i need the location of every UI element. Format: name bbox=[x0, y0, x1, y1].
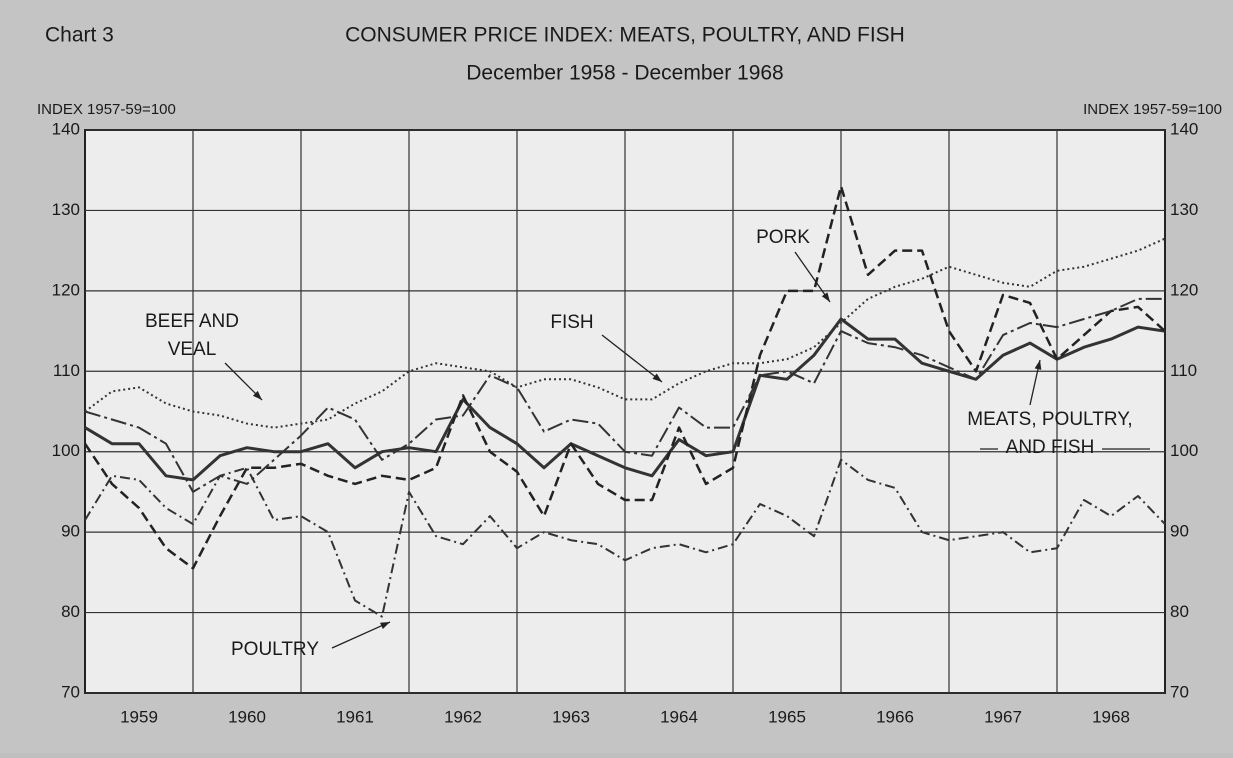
annotation: FISH bbox=[550, 312, 593, 333]
y2-tick-label: 80 bbox=[1170, 602, 1189, 621]
annotation: BEEF AND bbox=[145, 311, 239, 332]
x-tick-label: 1964 bbox=[660, 707, 698, 726]
y-tick-label: 110 bbox=[53, 361, 80, 380]
y-tick-label: 70 bbox=[61, 682, 80, 701]
y-tick-label: 90 bbox=[61, 522, 80, 541]
y2-tick-label: 100 bbox=[1170, 441, 1198, 460]
y-tick-label: 140 bbox=[52, 119, 80, 138]
chart-subtitle: December 1958 - December 1968 bbox=[466, 62, 784, 85]
annotation: PORK bbox=[756, 227, 810, 248]
x-tick-label: 1961 bbox=[336, 707, 374, 726]
chart-label: Chart 3 bbox=[45, 24, 114, 47]
series-line bbox=[84, 317, 1166, 482]
annotation: VEAL bbox=[168, 339, 217, 360]
y2-axis-label: INDEX 1957-59=100 bbox=[1083, 101, 1222, 118]
y2-tick-label: 90 bbox=[1170, 522, 1189, 541]
y-tick-label: 120 bbox=[52, 280, 80, 299]
x-tick-label: 1965 bbox=[768, 707, 806, 726]
y-axis-label: INDEX 1957-59=100 bbox=[37, 101, 176, 118]
y2-tick-label: 110 bbox=[1170, 361, 1197, 380]
annotation: POULTRY bbox=[231, 639, 319, 660]
x-tick-label: 1967 bbox=[984, 707, 1022, 726]
series-line bbox=[84, 458, 1166, 618]
arrow-head bbox=[821, 292, 830, 302]
annotation: AND FISH bbox=[1006, 437, 1095, 458]
annotation-arrow bbox=[601, 334, 663, 383]
arrow-head bbox=[380, 622, 390, 629]
y-tick-label: 80 bbox=[61, 602, 80, 621]
y-tick-label: 100 bbox=[52, 441, 80, 460]
arrow-head bbox=[1034, 360, 1042, 370]
x-tick-label: 1960 bbox=[228, 707, 266, 726]
y2-tick-label: 70 bbox=[1170, 682, 1189, 701]
x-tick-label: 1959 bbox=[120, 707, 158, 726]
y2-tick-label: 140 bbox=[1170, 119, 1198, 138]
chart-title: CONSUMER PRICE INDEX: MEATS, POULTRY, AN… bbox=[345, 24, 905, 47]
series-line bbox=[84, 297, 1165, 493]
x-tick-label: 1962 bbox=[444, 707, 482, 726]
annotation-arrow bbox=[794, 251, 831, 303]
y-tick-label: 130 bbox=[52, 200, 80, 219]
arrow-head bbox=[252, 390, 262, 400]
y2-tick-label: 120 bbox=[1170, 280, 1198, 299]
annotation: MEATS, POULTRY, bbox=[967, 409, 1132, 430]
y2-tick-label: 130 bbox=[1170, 200, 1198, 219]
series-line bbox=[83, 185, 1166, 570]
x-tick-label: 1966 bbox=[876, 707, 914, 726]
arrow-head bbox=[652, 373, 662, 382]
x-tick-label: 1963 bbox=[552, 707, 590, 726]
x-tick-label: 1968 bbox=[1092, 707, 1130, 726]
annotation-arrow bbox=[331, 621, 391, 649]
